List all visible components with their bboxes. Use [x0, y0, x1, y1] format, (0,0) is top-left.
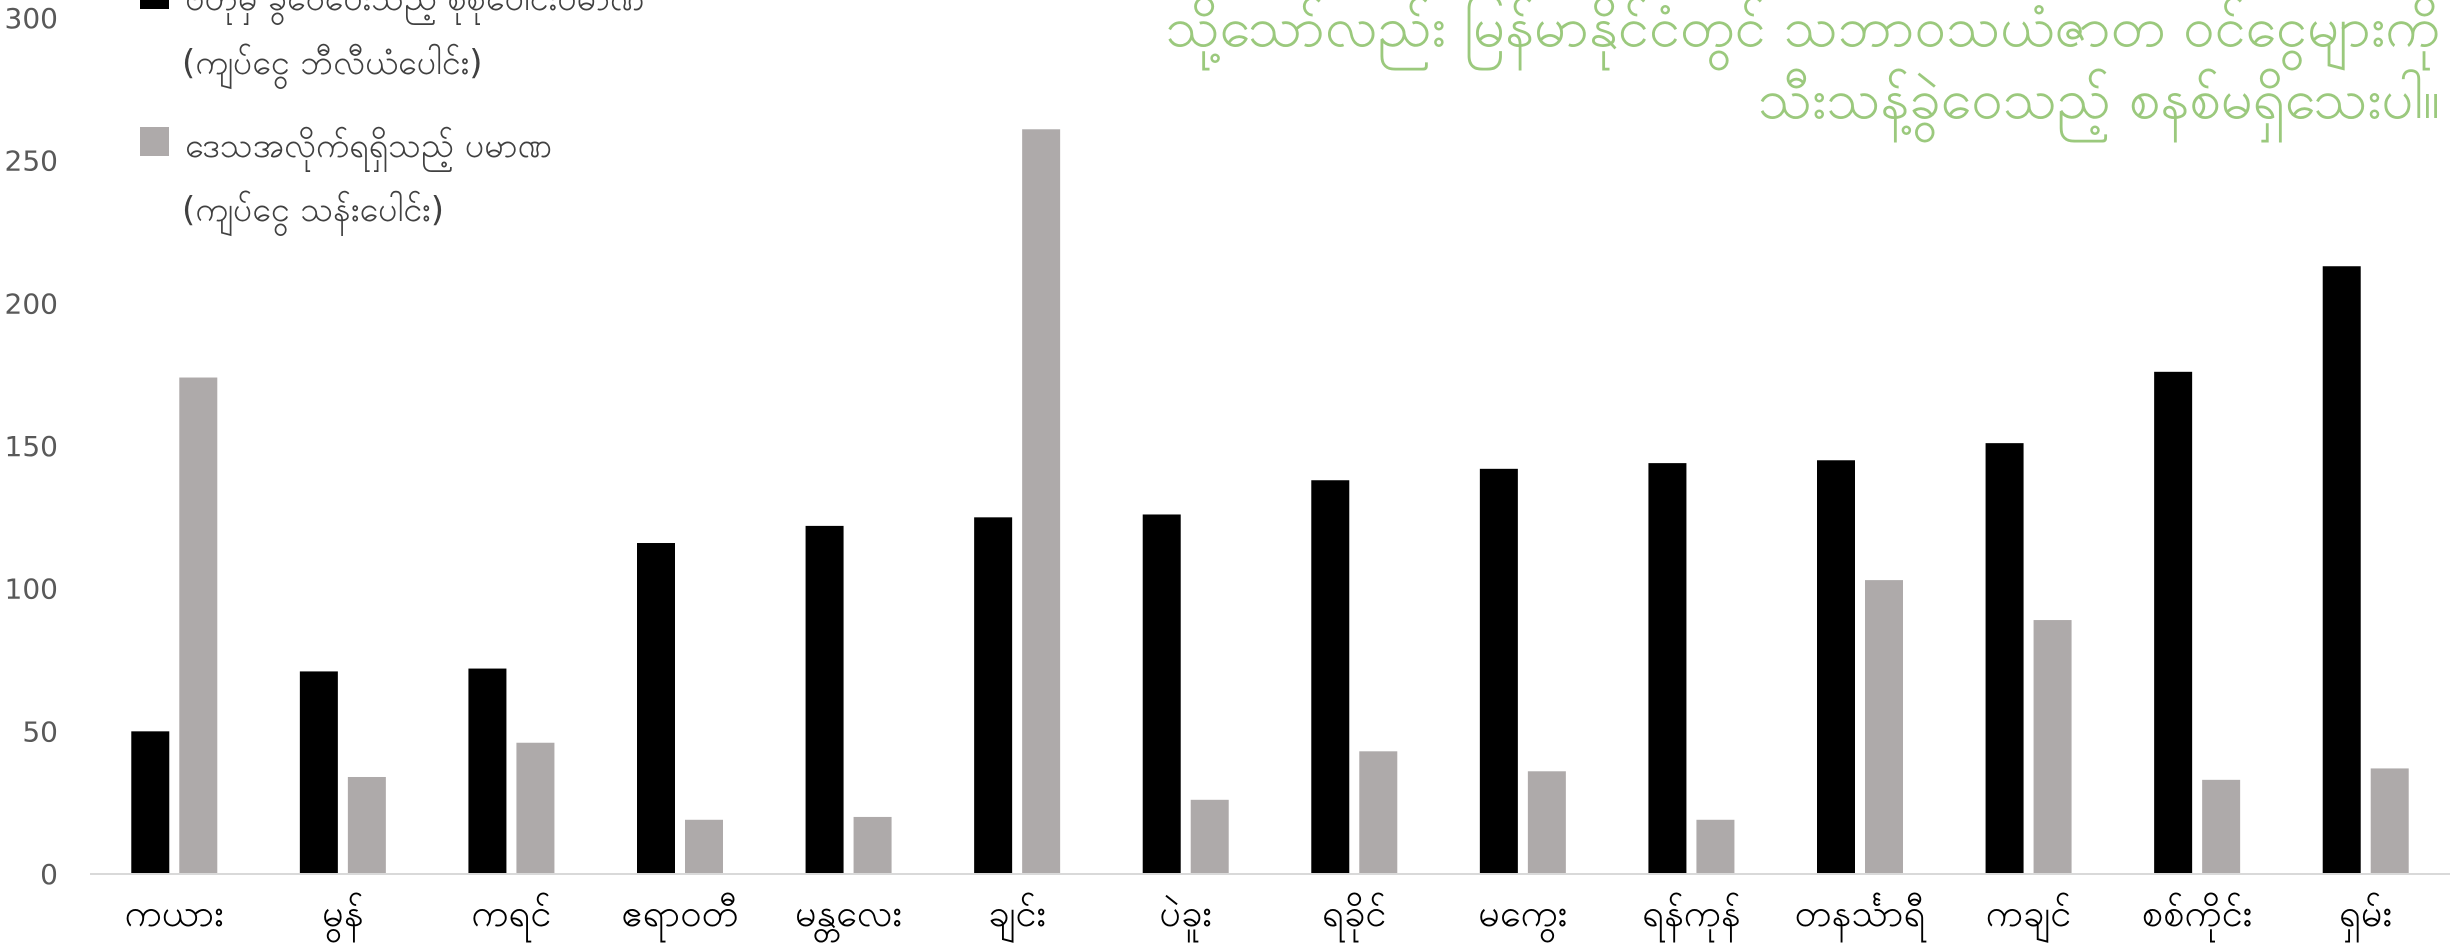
bar-series-1: [468, 668, 507, 874]
y-tick-label: 150: [5, 430, 58, 463]
x-tick-label: စစ်ကိုင်း: [2142, 891, 2253, 943]
x-tick-label: မွန်: [322, 891, 363, 943]
x-tick-label: ရန်ကုန်: [1642, 891, 1740, 943]
bars: [131, 129, 2409, 874]
bar-series-2: [685, 819, 723, 874]
x-tick-label: ချင်း: [988, 891, 1046, 943]
x-tick-label: ကရင်: [471, 891, 551, 943]
y-tick-label: 300: [5, 2, 58, 35]
bar-series-2: [2033, 620, 2072, 874]
legend-label-1: (ကျပ်ငွေ ဘီလီယံပေါင်း): [182, 43, 482, 89]
legend-swatch-2: [140, 127, 169, 156]
legend-label-2: (ကျပ်ငွေ သန်းပေါင်း): [182, 190, 444, 236]
bar-series-2: [1022, 129, 1061, 874]
bar-series-1: [1985, 443, 2024, 874]
bar-series-2: [1190, 799, 1229, 874]
bar-series-2: [516, 742, 555, 874]
x-tick-label: ရှမ်း: [2339, 891, 2392, 943]
bar-series-2: [1527, 771, 1566, 874]
y-axis: 0 50 100 150 200 250 300: [5, 2, 58, 891]
legend-label-1: ဗဟိုမှ ခွဲဝေပေးသည့် စုစုပေါင်းပမာဏ: [185, 0, 644, 25]
bar-series-1: [131, 731, 170, 874]
legend: ဗဟိုမှ ခွဲဝေပေးသည့် စုစုပေါင်းပမာဏ (ကျပ်င…: [140, 0, 644, 236]
bar-series-1: [805, 525, 844, 874]
bar-series-1: [974, 517, 1013, 874]
y-tick-label: 100: [5, 573, 58, 606]
x-tick-label: မန္တလေး: [795, 891, 902, 943]
x-tick-label: ကယား: [125, 891, 224, 935]
bar-series-1: [637, 543, 675, 874]
x-tick-label: ဧရာဝတီ: [621, 891, 738, 943]
bar-series-1: [299, 671, 338, 874]
x-tick-label: မကွေး: [1478, 891, 1567, 943]
y-tick-label: 0: [40, 858, 58, 891]
y-tick-label: 250: [5, 145, 58, 178]
chart-title-line: သို့သော်လည်း မြန်မာနိုင်ငံတွင် သဘာဝသယံဇာ…: [1165, 0, 2440, 70]
bar-series-2: [1696, 819, 1735, 874]
y-tick-label: 50: [22, 715, 58, 748]
x-tick-label: တနင်္သာရီ: [1795, 891, 1927, 943]
bar-series-2: [1359, 751, 1398, 874]
y-tick-label: 200: [5, 287, 58, 320]
legend-swatch-1: [140, 0, 169, 9]
chart-title: သို့သော်လည်း မြန်မာနိုင်ငံတွင် သဘာဝသယံဇာ…: [1165, 0, 2440, 142]
bar-series-1: [1648, 463, 1687, 874]
bar-series-2: [853, 816, 892, 874]
bar-series-2: [2370, 768, 2409, 874]
bar-series-1: [2322, 266, 2361, 874]
chart-title-line: သီးသန့်ခွဲဝေသည့် စနစ်မရှိသေးပါ။: [1758, 67, 2440, 142]
x-tick-label: ပဲခူး: [1159, 891, 1212, 943]
bar-series-2: [1865, 580, 1903, 874]
bar-series-2: [347, 776, 386, 874]
bar-series-2: [2202, 779, 2241, 874]
x-tick-label: ရခိုင်: [1322, 891, 1386, 943]
x-axis: ကယား မွန် ကရင် ဧရာဝတီ မန္တလေး ချင်း ပဲခူး ရခိုင…: [125, 891, 2393, 943]
legend-label-2: ဒေသအလိုက်ရရှိသည့် ပမာဏ: [185, 126, 552, 172]
bar-series-1: [1142, 514, 1181, 874]
bar-series-1: [1817, 460, 1855, 874]
bar-series-2: [179, 377, 218, 874]
x-tick-label: ကချင်: [1986, 891, 2072, 943]
bar-series-1: [1479, 468, 1518, 874]
bar-series-1: [2154, 371, 2193, 874]
bar-series-1: [1311, 480, 1350, 874]
